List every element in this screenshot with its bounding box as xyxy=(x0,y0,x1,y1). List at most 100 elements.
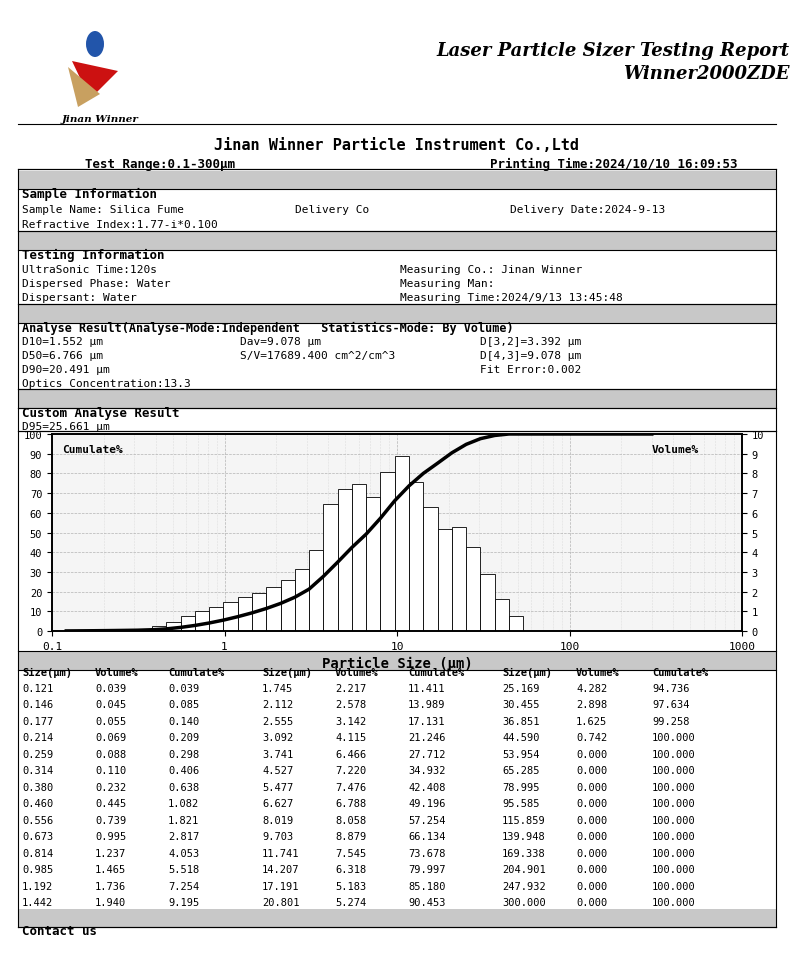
Text: 13.989: 13.989 xyxy=(408,700,445,710)
Text: 0.985: 0.985 xyxy=(22,864,53,875)
Text: Size(μm): Size(μm) xyxy=(502,667,552,678)
Bar xyxy=(280,580,295,631)
Text: 100.000: 100.000 xyxy=(652,733,696,742)
Text: 66.134: 66.134 xyxy=(408,832,445,841)
Text: 1.736: 1.736 xyxy=(95,882,126,891)
Text: 3.142: 3.142 xyxy=(335,717,366,726)
Text: 100.000: 100.000 xyxy=(652,799,696,809)
Text: D95=25.661 μm: D95=25.661 μm xyxy=(22,421,110,432)
Text: Delivery Date:2024-9-13: Delivery Date:2024-9-13 xyxy=(510,205,665,214)
Text: 4.115: 4.115 xyxy=(335,733,366,742)
Text: 49.196: 49.196 xyxy=(408,799,445,809)
Bar xyxy=(123,630,137,631)
Text: 0.214: 0.214 xyxy=(22,733,53,742)
Text: 0.069: 0.069 xyxy=(95,733,126,742)
Text: 1.821: 1.821 xyxy=(168,815,199,825)
Text: Measuring Co.: Jinan Winner: Measuring Co.: Jinan Winner xyxy=(400,265,582,274)
Text: D90=20.491 μm: D90=20.491 μm xyxy=(22,365,110,375)
Text: 27.712: 27.712 xyxy=(408,749,445,760)
Text: Cumulate%: Cumulate% xyxy=(408,667,464,678)
Text: 0.085: 0.085 xyxy=(168,700,199,710)
Text: Jinan Winner: Jinan Winner xyxy=(62,115,139,124)
Bar xyxy=(395,456,409,631)
Text: 8.019: 8.019 xyxy=(262,815,293,825)
Text: 7.254: 7.254 xyxy=(168,882,199,891)
Bar xyxy=(380,473,395,631)
Text: Size(μm): Size(μm) xyxy=(22,667,72,678)
Bar xyxy=(323,504,337,631)
Bar xyxy=(423,507,437,631)
Text: 7.220: 7.220 xyxy=(335,765,366,776)
Text: 9.195: 9.195 xyxy=(168,898,199,907)
Bar xyxy=(94,630,109,631)
Text: Test Range:0.1-300μm: Test Range:0.1-300μm xyxy=(85,158,235,171)
Text: Fit Error:0.002: Fit Error:0.002 xyxy=(480,365,581,375)
Bar xyxy=(18,391,776,409)
Text: Dispersed Phase: Water: Dispersed Phase: Water xyxy=(22,278,171,289)
Bar xyxy=(18,909,776,927)
Text: 53.954: 53.954 xyxy=(502,749,539,760)
Text: 0.259: 0.259 xyxy=(22,749,53,760)
Text: 0.039: 0.039 xyxy=(95,683,126,693)
Text: 0.995: 0.995 xyxy=(95,832,126,841)
Bar xyxy=(195,612,209,631)
Text: 0.742: 0.742 xyxy=(576,733,607,742)
Text: 73.678: 73.678 xyxy=(408,848,445,858)
Text: 34.932: 34.932 xyxy=(408,765,445,776)
Text: 78.995: 78.995 xyxy=(502,782,539,792)
Text: 100.000: 100.000 xyxy=(652,898,696,907)
Text: Cumulate%: Cumulate% xyxy=(652,667,708,678)
Text: 0.460: 0.460 xyxy=(22,799,53,809)
Text: 115.859: 115.859 xyxy=(502,815,545,825)
Text: 5.518: 5.518 xyxy=(168,864,199,875)
Bar xyxy=(309,550,323,631)
Text: 11.741: 11.741 xyxy=(262,848,299,858)
Text: Volume%: Volume% xyxy=(652,444,699,455)
X-axis label: Particle Size (μm): Particle Size (μm) xyxy=(322,657,472,671)
Polygon shape xyxy=(68,68,100,108)
Text: 300.000: 300.000 xyxy=(502,898,545,907)
Bar xyxy=(466,547,480,631)
Text: 100.000: 100.000 xyxy=(652,882,696,891)
Text: D[4,3]=9.078 μm: D[4,3]=9.078 μm xyxy=(480,351,581,360)
Text: 2.817: 2.817 xyxy=(168,832,199,841)
Text: 11.411: 11.411 xyxy=(408,683,445,693)
Text: Volume%: Volume% xyxy=(335,667,379,678)
Text: Analyse Result(Analyse-Mode:Independent   Statistics-Mode: By Volume): Analyse Result(Analyse-Mode:Independent … xyxy=(22,322,514,335)
Text: 14.207: 14.207 xyxy=(262,864,299,875)
Text: Winner2000ZDE: Winner2000ZDE xyxy=(623,65,790,83)
Text: 0.314: 0.314 xyxy=(22,765,53,776)
Text: 5.477: 5.477 xyxy=(262,782,293,792)
Text: 9.703: 9.703 xyxy=(262,832,293,841)
Text: Testing Information: Testing Information xyxy=(22,249,164,262)
Text: D50=6.766 μm: D50=6.766 μm xyxy=(22,351,103,360)
Text: Sample Name: Silica Fume: Sample Name: Silica Fume xyxy=(22,205,184,214)
Bar xyxy=(352,484,366,631)
Bar xyxy=(366,497,380,631)
Text: 7.545: 7.545 xyxy=(335,848,366,858)
Text: 65.285: 65.285 xyxy=(502,765,539,776)
Text: 0.673: 0.673 xyxy=(22,832,53,841)
Text: 0.814: 0.814 xyxy=(22,848,53,858)
Text: Contact us: Contact us xyxy=(22,924,97,937)
Bar xyxy=(495,599,509,631)
Text: 0.445: 0.445 xyxy=(95,799,126,809)
Bar xyxy=(152,627,166,631)
Text: 0.000: 0.000 xyxy=(576,882,607,891)
Text: Cumulate%: Cumulate% xyxy=(63,444,123,455)
Text: 0.055: 0.055 xyxy=(95,717,126,726)
Text: 99.258: 99.258 xyxy=(652,717,689,726)
Bar xyxy=(209,607,223,631)
Text: 44.590: 44.590 xyxy=(502,733,539,742)
Text: 79.997: 79.997 xyxy=(408,864,445,875)
Bar xyxy=(452,528,466,631)
Text: S/V=17689.400 cm^2/cm^3: S/V=17689.400 cm^2/cm^3 xyxy=(240,351,395,360)
Bar xyxy=(295,570,309,631)
Text: 247.932: 247.932 xyxy=(502,882,545,891)
Text: 85.180: 85.180 xyxy=(408,882,445,891)
Text: 6.466: 6.466 xyxy=(335,749,366,760)
Text: 1.237: 1.237 xyxy=(95,848,126,858)
Text: 0.000: 0.000 xyxy=(576,765,607,776)
Bar xyxy=(223,602,237,631)
Text: 100.000: 100.000 xyxy=(652,864,696,875)
